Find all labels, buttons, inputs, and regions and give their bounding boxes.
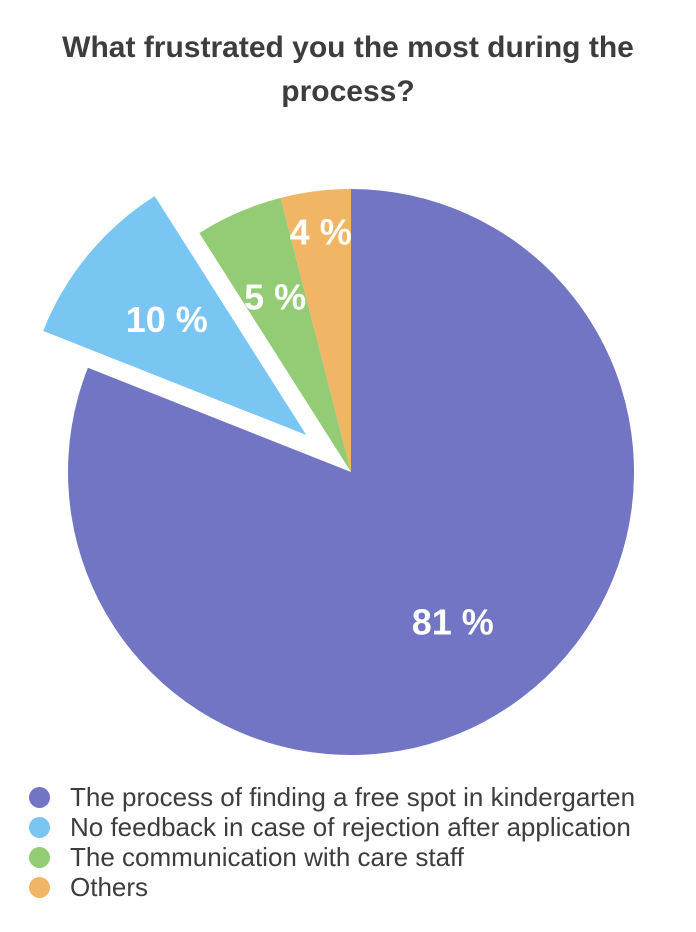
pie-slice-label: 5 %: [244, 276, 306, 317]
legend-item-label: The communication with care staff: [70, 841, 465, 872]
legend-item: No feedback in case of rejection after a…: [29, 812, 635, 842]
legend-item: The process of finding a free spot in ki…: [29, 782, 635, 812]
pie-slice-label: 81 %: [412, 601, 494, 642]
legend-item: Others: [29, 872, 635, 902]
legend-swatch-icon: [29, 846, 50, 868]
pie-slice-4: [280, 189, 351, 472]
pie-slice-2: [43, 196, 307, 435]
legend-swatch-icon: [29, 816, 50, 838]
pie-slice-1: [68, 188, 635, 755]
pie-slice-label: 10 %: [126, 299, 208, 340]
legend-swatch-icon: [29, 876, 50, 898]
legend-item-label: Others: [70, 871, 149, 902]
chart-legend: The process of finding a free spot in ki…: [29, 782, 635, 902]
legend-item-label: The process of finding a free spot in ki…: [70, 781, 636, 812]
pie-slice-label: 4 %: [290, 212, 352, 253]
legend-swatch-icon: [29, 786, 50, 808]
legend-item: The communication with care staff: [29, 842, 635, 872]
pie-slice-3: [199, 197, 351, 472]
chart-title: What frustrated you the most during the …: [62, 31, 634, 108]
legend-item-label: No feedback in case of rejection after a…: [70, 811, 631, 842]
